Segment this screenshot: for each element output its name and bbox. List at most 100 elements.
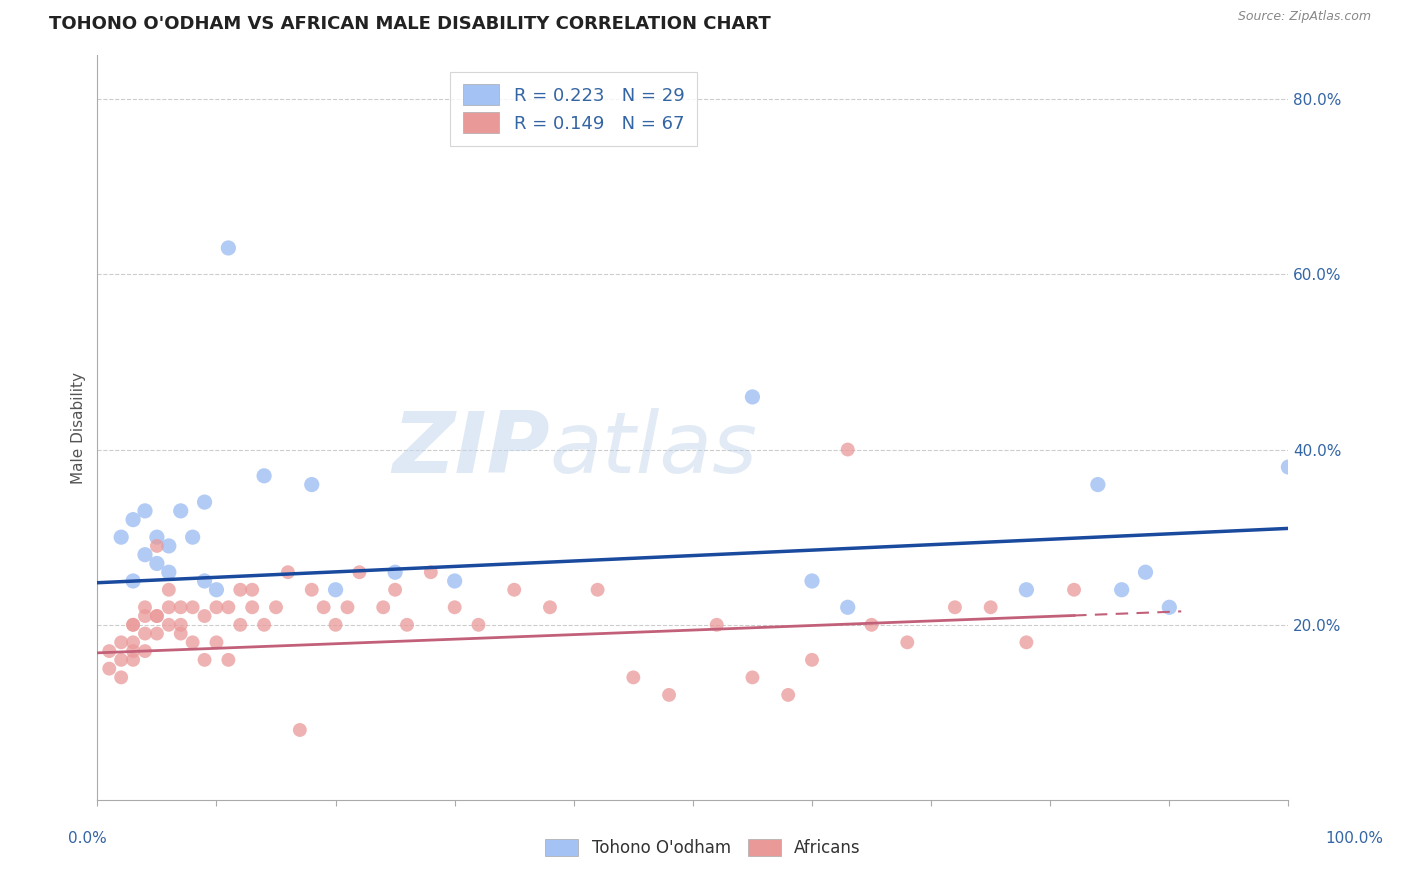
Point <box>193 574 215 588</box>
Point <box>170 600 193 615</box>
Point <box>301 477 323 491</box>
Point <box>146 609 169 624</box>
Point <box>98 662 121 676</box>
Point <box>1063 582 1085 597</box>
Point <box>157 566 180 580</box>
Point <box>395 617 418 632</box>
Point <box>217 241 239 255</box>
Point <box>1135 566 1157 580</box>
Point <box>467 617 489 632</box>
Point <box>253 468 276 483</box>
Point <box>325 582 347 597</box>
Text: TOHONO O'ODHAM VS AFRICAN MALE DISABILITY CORRELATION CHART: TOHONO O'ODHAM VS AFRICAN MALE DISABILIT… <box>49 15 770 33</box>
Point <box>860 617 883 632</box>
Point <box>205 635 228 649</box>
Point <box>181 635 204 649</box>
Point <box>146 557 169 571</box>
Point <box>778 688 800 702</box>
Point <box>146 530 169 544</box>
Point <box>170 504 193 518</box>
Point <box>181 530 204 544</box>
Point <box>193 495 215 509</box>
Point <box>134 504 156 518</box>
Point <box>253 617 276 632</box>
Point <box>98 644 121 658</box>
Point <box>1015 582 1038 597</box>
Point <box>1087 477 1109 491</box>
Point <box>134 644 156 658</box>
Point <box>193 609 215 624</box>
Y-axis label: Male Disability: Male Disability <box>72 372 86 483</box>
Point <box>146 626 169 640</box>
Point <box>943 600 966 615</box>
Point <box>384 582 406 597</box>
Point <box>122 574 145 588</box>
Point <box>146 539 169 553</box>
Point <box>134 609 156 624</box>
Point <box>373 600 395 615</box>
Point <box>384 566 406 580</box>
Point <box>741 390 763 404</box>
Point <box>193 653 215 667</box>
Point <box>896 635 918 649</box>
Point <box>217 653 239 667</box>
Point <box>1277 460 1299 475</box>
Point <box>741 670 763 684</box>
Point <box>980 600 1002 615</box>
Point <box>122 635 145 649</box>
Point <box>134 626 156 640</box>
Point <box>229 617 252 632</box>
Point <box>621 670 644 684</box>
Point <box>240 600 263 615</box>
Point <box>837 442 859 457</box>
Point <box>122 513 145 527</box>
Point <box>110 530 132 544</box>
Point <box>157 600 180 615</box>
Point <box>443 574 465 588</box>
Point <box>336 600 359 615</box>
Point <box>110 653 132 667</box>
Text: Source: ZipAtlas.com: Source: ZipAtlas.com <box>1237 10 1371 22</box>
Point <box>170 626 193 640</box>
Text: atlas: atlas <box>550 409 758 491</box>
Point <box>205 582 228 597</box>
Point <box>122 617 145 632</box>
Point <box>419 566 441 580</box>
Point <box>837 600 859 615</box>
Legend: R = 0.223   N = 29, R = 0.149   N = 67: R = 0.223 N = 29, R = 0.149 N = 67 <box>450 71 697 145</box>
Point <box>658 688 681 702</box>
Point <box>349 566 371 580</box>
Point <box>443 600 465 615</box>
Point <box>170 617 193 632</box>
Point <box>288 723 311 737</box>
Point <box>801 574 824 588</box>
Point <box>229 582 252 597</box>
Point <box>312 600 335 615</box>
Text: ZIP: ZIP <box>392 409 550 491</box>
Point <box>122 617 145 632</box>
Point <box>205 600 228 615</box>
Point <box>1159 600 1181 615</box>
Point <box>122 653 145 667</box>
Point <box>217 600 239 615</box>
Point <box>277 566 299 580</box>
Point <box>706 617 728 632</box>
Point <box>801 653 824 667</box>
Point <box>240 582 263 597</box>
Text: 100.0%: 100.0% <box>1324 831 1384 846</box>
Point <box>157 582 180 597</box>
Point <box>146 609 169 624</box>
Point <box>157 617 180 632</box>
Point <box>264 600 287 615</box>
Point <box>134 600 156 615</box>
Point <box>325 617 347 632</box>
Point <box>122 644 145 658</box>
Point <box>586 582 609 597</box>
Text: 0.0%: 0.0% <box>67 831 107 846</box>
Legend: Tohono O'odham, Africans: Tohono O'odham, Africans <box>537 831 869 866</box>
Point <box>503 582 526 597</box>
Point <box>110 635 132 649</box>
Point <box>110 670 132 684</box>
Point <box>157 539 180 553</box>
Point <box>134 548 156 562</box>
